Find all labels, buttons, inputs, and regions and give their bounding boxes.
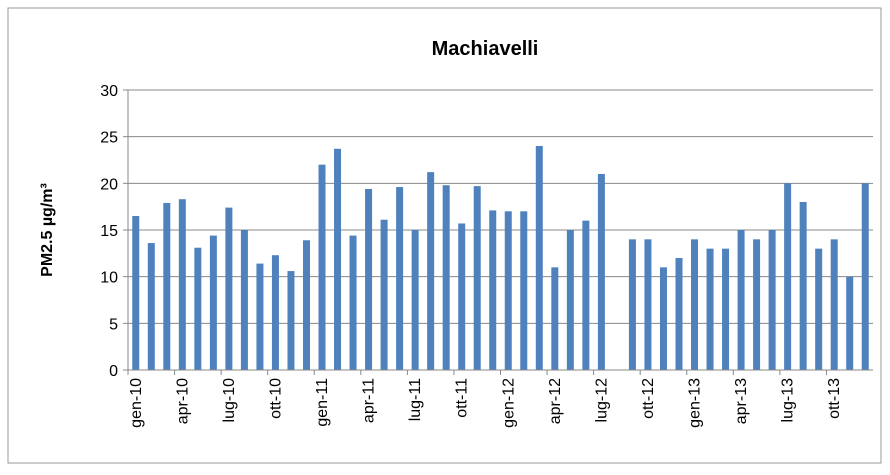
bar [132, 216, 140, 370]
bar [551, 267, 559, 370]
x-tick-label: gen-13 [687, 378, 704, 428]
bar [597, 174, 605, 370]
chart-title: Machiavelli [432, 38, 539, 60]
x-tick-label: lug-10 [221, 378, 238, 423]
bar [334, 148, 342, 370]
x-tick-label: apr-10 [174, 378, 191, 424]
bar [582, 220, 590, 370]
bar [396, 187, 404, 370]
bar [706, 248, 714, 370]
y-tick-label: 20 [100, 176, 118, 193]
bar [535, 146, 543, 370]
y-tick-label: 30 [100, 83, 118, 100]
bar [240, 230, 248, 370]
x-tick-label: ott-11 [454, 378, 471, 418]
bar [489, 210, 497, 370]
bar [815, 248, 823, 370]
bar [194, 247, 202, 370]
bar [691, 239, 699, 370]
bar [458, 223, 466, 370]
bar [737, 230, 745, 370]
bar [644, 239, 652, 370]
y-tick-label: 25 [100, 130, 118, 147]
x-tick-label: gen-11 [314, 378, 331, 427]
x-tick-label: ott-10 [267, 378, 284, 419]
bar [722, 248, 730, 370]
x-tick-label: gen-12 [500, 378, 517, 428]
bar [675, 258, 683, 370]
bar [318, 164, 326, 370]
bar [846, 276, 854, 370]
x-tick-label: lug-11 [407, 378, 424, 421]
bar [287, 271, 295, 370]
bar [799, 202, 807, 370]
bar [659, 267, 667, 370]
bar [427, 172, 435, 370]
x-tick-label: ott-12 [640, 378, 657, 419]
bar [753, 239, 761, 370]
bar [147, 243, 155, 370]
bar [365, 188, 373, 370]
x-tick-label: apr-12 [547, 378, 564, 424]
bar [271, 255, 279, 370]
bar [830, 239, 838, 370]
bar [209, 235, 217, 370]
bar [178, 199, 186, 370]
x-tick-label: lug-12 [593, 378, 610, 423]
bar [520, 211, 528, 370]
bar [861, 183, 869, 370]
bar [768, 230, 776, 370]
y-axis-label: PM2.5 µg/m³ [39, 183, 56, 277]
y-tick-label: 15 [100, 223, 118, 240]
bar [504, 211, 512, 370]
bar [473, 186, 481, 370]
x-tick-label: ott-13 [826, 378, 843, 419]
y-tick-label: 5 [109, 316, 118, 333]
bar [566, 230, 574, 370]
bar [380, 219, 388, 370]
x-tick-label: lug-13 [780, 378, 797, 423]
x-tick-label: apr-13 [733, 378, 750, 424]
bar [225, 207, 233, 370]
y-tick-label: 0 [109, 363, 118, 380]
bar [302, 240, 310, 370]
bar [628, 239, 636, 370]
bar [163, 202, 171, 370]
y-tick-label: 10 [100, 270, 118, 287]
x-tick-label: apr-11 [361, 378, 378, 423]
bar [256, 263, 264, 370]
bar [442, 185, 450, 370]
bar [784, 183, 792, 370]
x-tick-label: gen-10 [128, 378, 145, 428]
bar [411, 230, 419, 370]
bar [349, 235, 357, 370]
